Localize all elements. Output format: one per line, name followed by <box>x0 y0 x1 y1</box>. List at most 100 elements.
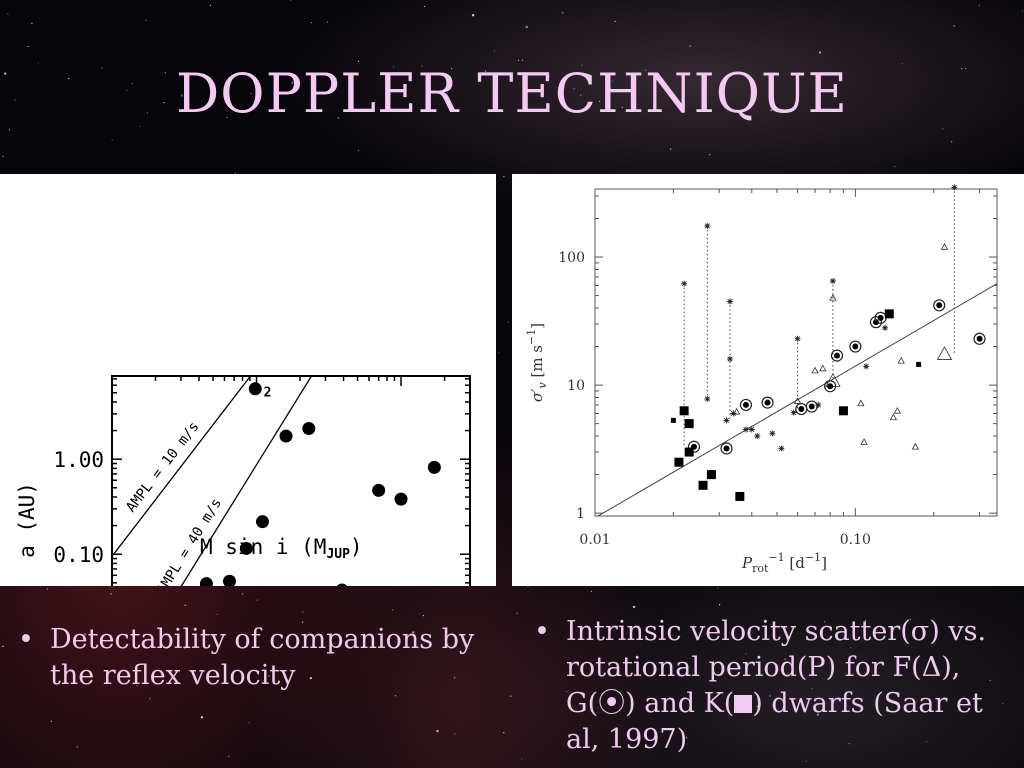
star <box>484 70 487 72</box>
plot-frame <box>594 188 998 517</box>
star <box>184 604 186 606</box>
star <box>422 615 425 617</box>
star <box>772 79 774 81</box>
g-dwarf-point-center <box>936 302 943 309</box>
bullet-text: Intrinsic velocity scatter(σ) vs. rotati… <box>534 614 1024 758</box>
star <box>1021 10 1024 12</box>
star <box>965 68 967 70</box>
g-dwarf-point-center <box>764 399 771 406</box>
star <box>14 99 16 101</box>
star <box>1002 702 1004 704</box>
star <box>498 351 500 353</box>
star <box>290 0 292 1</box>
y-axis-label: σ′v [m s−1] <box>525 323 549 402</box>
star <box>670 148 672 150</box>
g-dwarf-point <box>933 299 946 312</box>
star <box>145 19 147 21</box>
star <box>394 695 397 697</box>
star <box>978 4 981 6</box>
star <box>632 605 636 609</box>
star <box>745 653 747 655</box>
star <box>228 755 230 758</box>
star <box>392 66 395 68</box>
star <box>598 100 601 102</box>
star <box>436 729 439 733</box>
g-dwarf-point <box>824 380 837 393</box>
star <box>719 604 721 606</box>
star <box>68 78 70 80</box>
y-tick-label: 100 <box>558 250 585 266</box>
g-dwarf-point <box>973 332 986 345</box>
asterisk-point <box>815 401 822 408</box>
star <box>454 733 456 735</box>
data-point <box>279 429 293 443</box>
star <box>180 94 184 97</box>
g-dwarf-point <box>739 398 753 412</box>
x-axis-label: M sin i (MJUP) <box>200 535 363 562</box>
star <box>309 676 313 680</box>
star <box>612 80 614 82</box>
bullet-velocity-scatter: • Intrinsic velocity scatter(σ) vs. rota… <box>534 614 1024 758</box>
asterisk-point <box>863 363 870 370</box>
data-point <box>222 574 236 586</box>
star <box>358 149 360 152</box>
plot-frame <box>111 375 471 586</box>
star <box>773 72 776 75</box>
star <box>516 612 518 614</box>
f-dwarf-point <box>857 399 865 407</box>
asterisk-point <box>723 417 730 424</box>
star <box>850 647 852 649</box>
star <box>454 677 456 679</box>
star <box>566 690 568 693</box>
g-dwarf-point <box>720 442 733 455</box>
asterisk-point <box>742 426 749 433</box>
k-dwarf-point <box>838 406 848 416</box>
asterisk-point <box>790 409 797 416</box>
k-dwarf-point <box>684 447 694 457</box>
star <box>47 588 49 590</box>
asterisk-point <box>748 426 755 433</box>
bullet-detectability: • Detectability of companions by the ref… <box>18 622 488 694</box>
star <box>424 5 426 8</box>
bullet-text: Detectability of companions by the refle… <box>50 624 475 691</box>
star <box>327 21 329 23</box>
star <box>942 128 944 130</box>
data-point <box>239 541 253 555</box>
amplitude-line-label: AMPL = 10 m/s <box>123 419 202 516</box>
bullet-text-part-b: ) and K( <box>625 688 735 719</box>
k-dwarf-point <box>679 406 689 416</box>
g-dwarf-point-center <box>877 314 884 321</box>
y-tick-label: 1.00 <box>53 448 104 472</box>
star <box>709 154 711 156</box>
star <box>621 106 623 108</box>
star <box>310 22 312 24</box>
asterisk-point <box>726 298 733 305</box>
data-point <box>372 483 386 497</box>
star <box>149 698 151 700</box>
g-dwarf-point-center <box>852 343 859 350</box>
star <box>83 633 87 636</box>
star <box>302 611 304 613</box>
star <box>242 593 244 595</box>
k-dwarf-point <box>884 309 894 319</box>
amplitude-line <box>112 376 252 557</box>
f-dwarf-point <box>793 397 802 404</box>
f-dwarf-point <box>911 442 920 450</box>
star <box>525 25 528 29</box>
star <box>818 51 822 54</box>
star <box>337 117 339 119</box>
f-dwarf-point <box>936 346 953 360</box>
f-dwarf-point <box>893 406 902 414</box>
g-dwarf-point-center <box>976 335 983 342</box>
star <box>503 176 505 178</box>
star <box>686 737 688 739</box>
star <box>357 60 360 62</box>
y-axis-label: a (AU) <box>15 482 39 558</box>
k-dwarf-point <box>916 361 922 367</box>
star <box>503 732 505 734</box>
star <box>580 94 582 96</box>
star <box>136 685 138 687</box>
star <box>894 165 896 168</box>
star <box>951 141 953 143</box>
g-dwarf-point-center <box>808 403 815 410</box>
